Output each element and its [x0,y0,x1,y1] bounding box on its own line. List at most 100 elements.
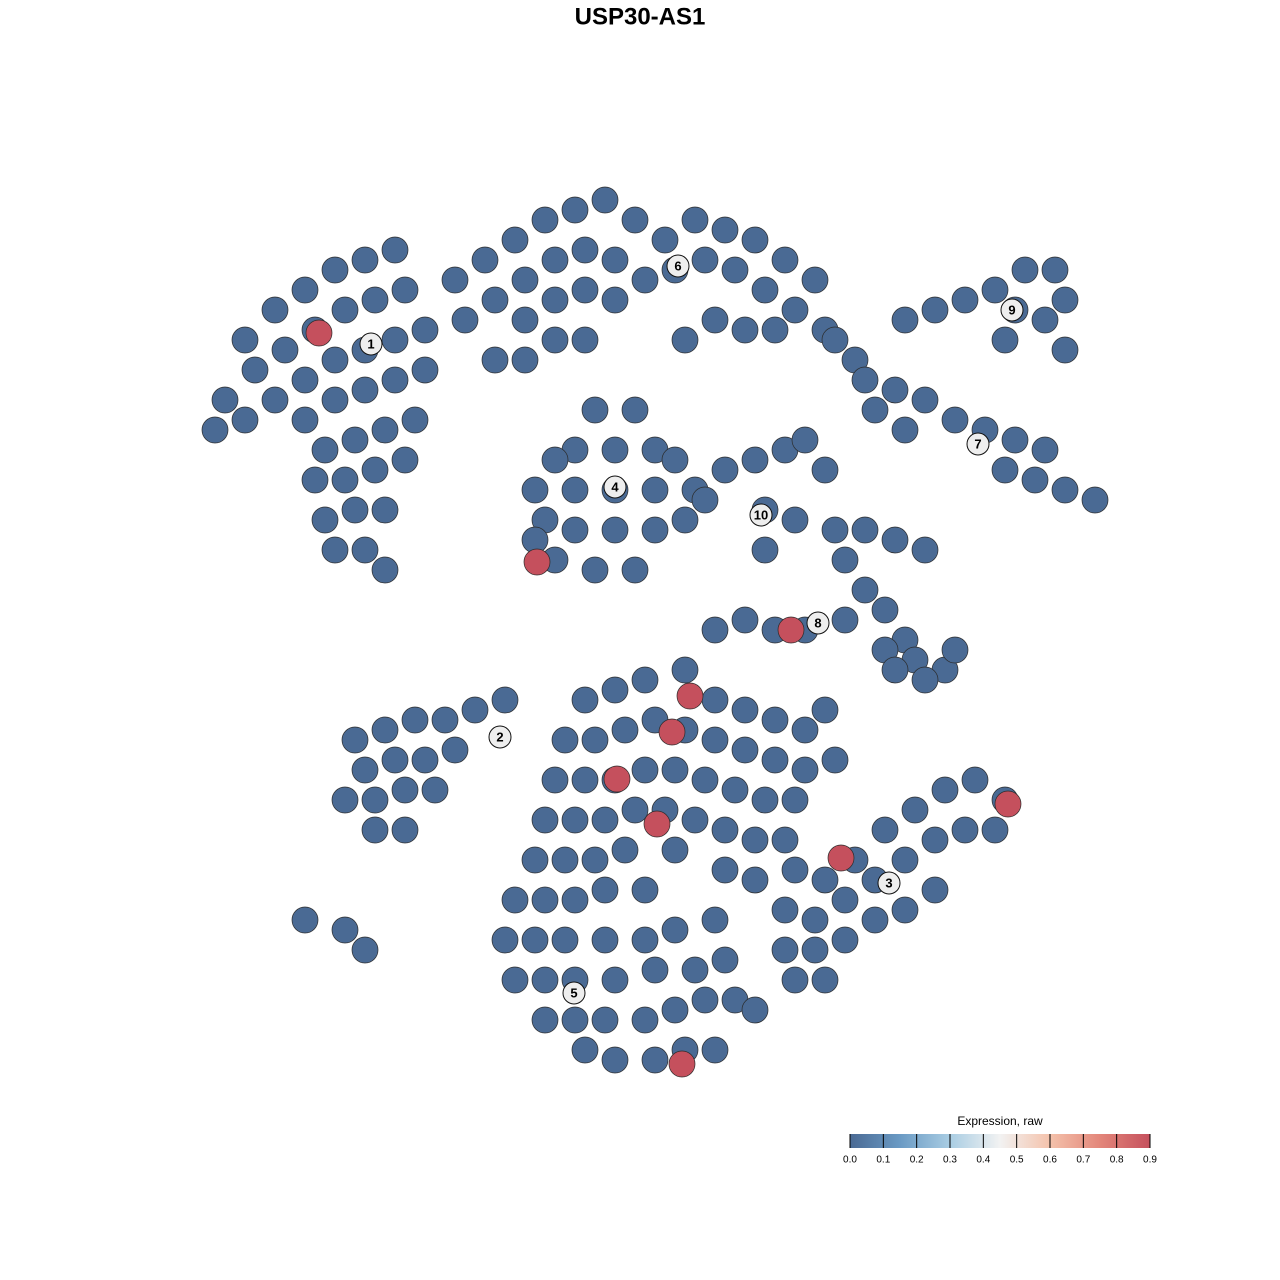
cell-point [661,996,689,1024]
cell-point [391,776,419,804]
cell-point [571,766,599,794]
cell-point [361,816,389,844]
cell-point [551,926,579,954]
cell-point [531,966,559,994]
cell-point [771,896,799,924]
cell-point [531,1006,559,1034]
cell-point [931,776,959,804]
cell-point [691,766,719,794]
cell-point [1001,426,1029,454]
cell-point [361,456,389,484]
colorbar-tick-label: 0.3 [943,1155,957,1166]
cell-point [391,816,419,844]
colorbar-tick-label: 0.0 [843,1155,857,1166]
cell-point [921,876,949,904]
cell-point [581,726,609,754]
cell-point [371,496,399,524]
cell-point [711,456,739,484]
cell-point [661,446,689,474]
cell-point [201,416,229,444]
cell-point [351,936,379,964]
cell-point [601,966,629,994]
cell-point [521,926,549,954]
cell-point [741,446,769,474]
cell-point [581,396,609,424]
cluster-badge [666,254,690,278]
cell-point [711,946,739,974]
cell-point [701,686,729,714]
cell-point [461,696,489,724]
cell-point [621,206,649,234]
cell-point [511,266,539,294]
cell-point [851,366,879,394]
cluster-label: 8 [814,615,821,630]
cell-point [1021,466,1049,494]
cell-point [811,866,839,894]
colorbar-tick-label: 0.8 [1110,1155,1124,1166]
cell-point [631,876,659,904]
cell-point [531,806,559,834]
cell-point [631,1006,659,1034]
cell-point [631,926,659,954]
cell-point [661,916,689,944]
cell-point [901,796,929,824]
cell-point [321,256,349,284]
cell-point [658,718,686,746]
cell-point [371,716,399,744]
cell-point [871,596,899,624]
cell-point [668,1050,696,1078]
cluster-badge [966,432,990,456]
cell-point [351,536,379,564]
cell-point [731,696,759,724]
cell-point [401,706,429,734]
cell-point [921,296,949,324]
cell-point [871,816,899,844]
cell-point [711,216,739,244]
cell-point [571,236,599,264]
cell-point [331,916,359,944]
cell-point [603,765,631,793]
cell-point [951,816,979,844]
cell-point [861,906,889,934]
cell-point [621,556,649,584]
cell-point [771,936,799,964]
cluster-badge [562,981,586,1005]
cell-point [641,516,669,544]
cell-point [361,786,389,814]
cluster-badge [806,611,830,635]
cell-point [941,406,969,434]
cell-point [1031,306,1059,334]
cell-point [641,476,669,504]
cell-point [781,506,809,534]
cell-point [671,656,699,684]
cluster-label: 2 [496,729,503,744]
cell-point [305,319,333,347]
cell-point [941,636,969,664]
cell-point [891,416,919,444]
cell-point [891,846,919,874]
cell-point [581,846,609,874]
cell-point [361,286,389,314]
cell-point [591,1006,619,1034]
cell-point [801,266,829,294]
cell-point [301,466,329,494]
cell-point [831,926,859,954]
cell-point [681,956,709,984]
cell-point [351,246,379,274]
cell-point [601,1046,629,1074]
cell-point [271,336,299,364]
cell-point [1011,256,1039,284]
cell-point [591,876,619,904]
cell-point [701,616,729,644]
cell-point [1081,486,1109,514]
cell-point [311,436,339,464]
cell-point [827,844,855,872]
cell-point [911,666,939,694]
cell-point [541,286,569,314]
cell-point [501,966,529,994]
cell-point [521,476,549,504]
cell-point [881,376,909,404]
cell-point [821,746,849,774]
colorbar-title: Expression, raw [957,1114,1043,1128]
